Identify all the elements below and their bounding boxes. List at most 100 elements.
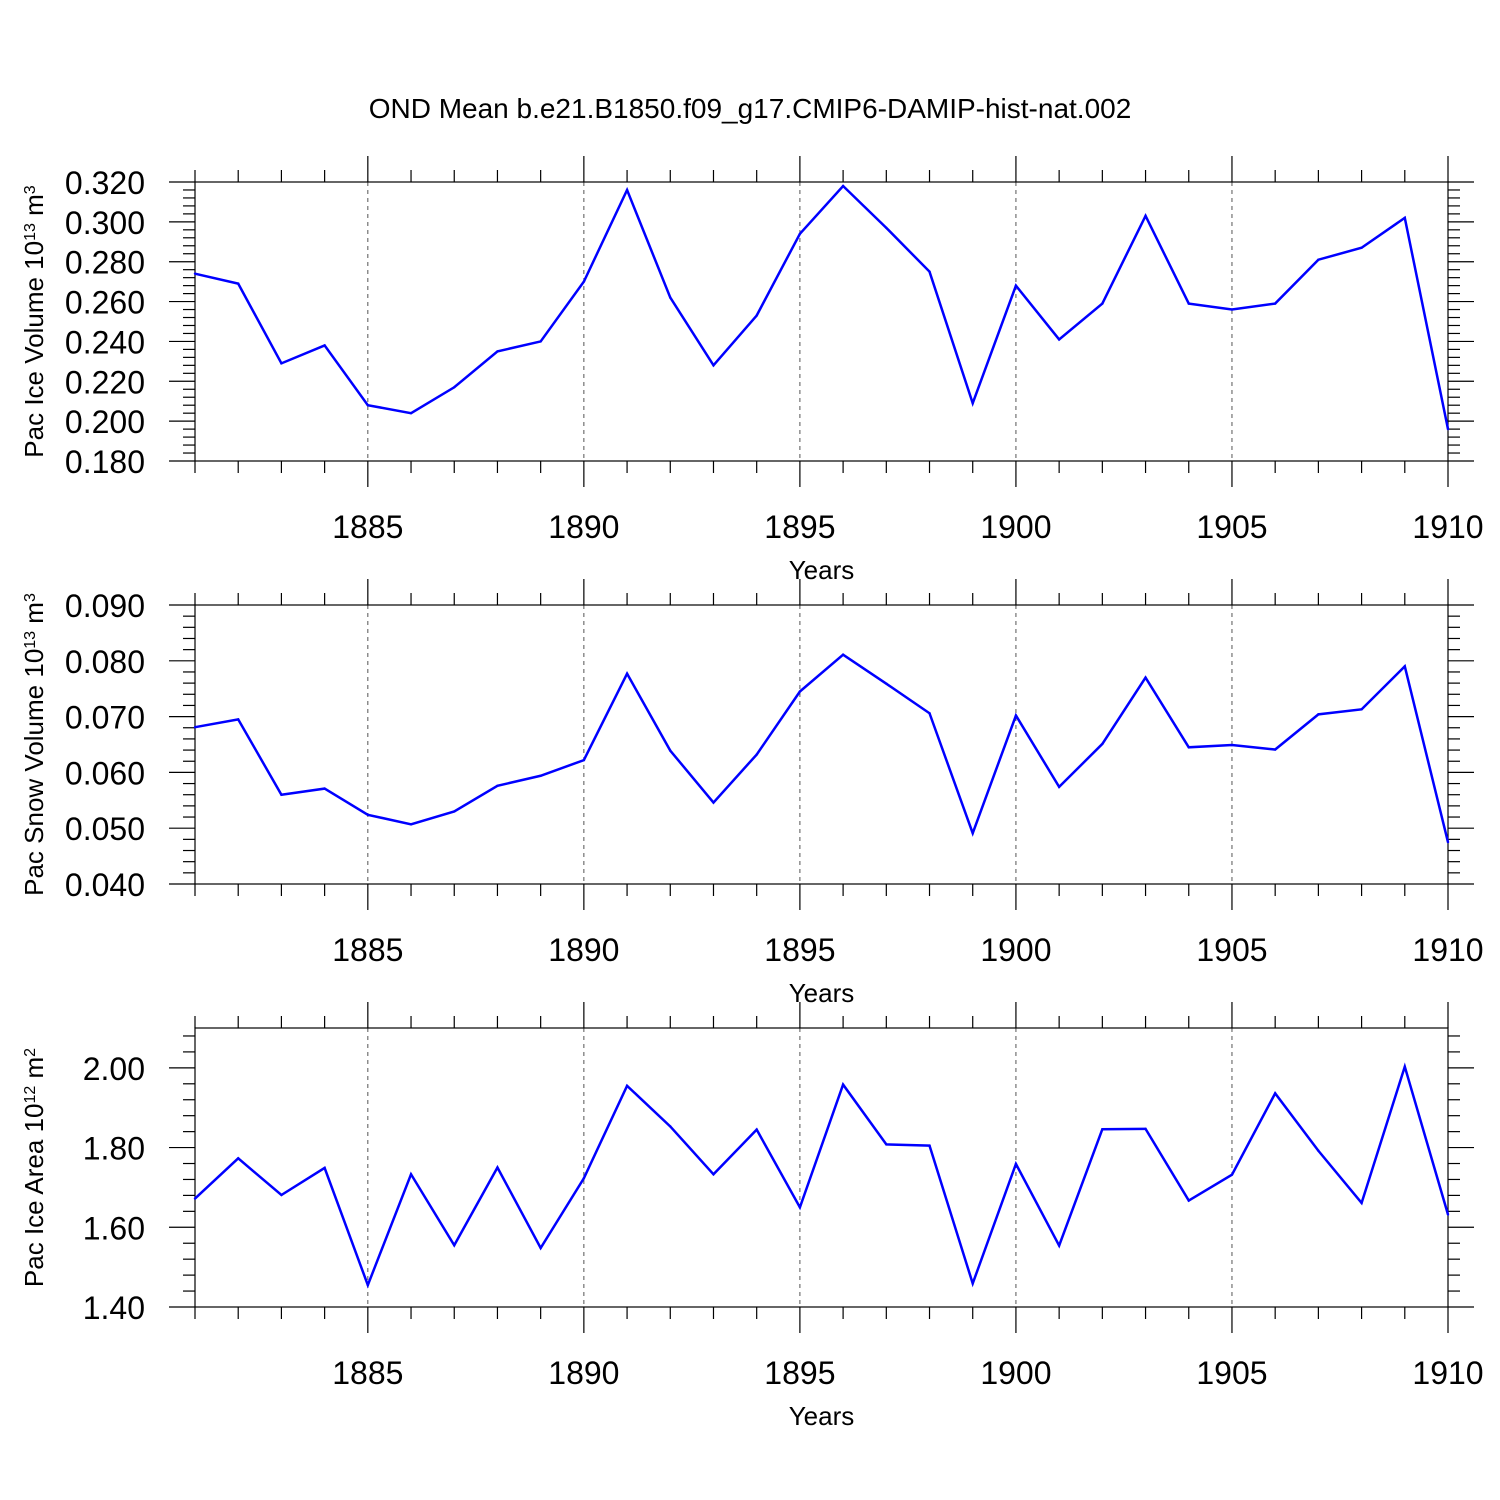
plot-frame [194,181,1449,462]
plot-frame [194,604,1449,885]
data-point [928,712,931,715]
y-axis-label-part: 3 [22,593,39,602]
x-tick-label: 1885 [332,509,403,545]
data-point [237,1157,240,1160]
data-point [1230,1173,1234,1176]
data-point [1187,746,1190,749]
x-tick-label: 1900 [980,932,1051,968]
data-point [582,758,586,762]
data-point [1014,714,1018,717]
y-axis-label-part: m [19,1057,49,1086]
x-tick-label: 1910 [1412,509,1483,545]
x-tick-label: 1910 [1412,932,1483,968]
data-point [798,232,802,236]
data-point [1057,338,1061,341]
y-axis-label: Pac Snow Volume 1013 m3 [19,593,49,896]
data-point [841,1083,845,1086]
y-tick-label: 0.070 [65,700,145,736]
y-tick-label: 0.280 [65,245,145,281]
data-point [1360,246,1363,249]
data-point [885,226,888,230]
data-point [1403,665,1406,668]
data-point [496,784,499,787]
data-point [453,1244,456,1247]
data-point [625,188,629,192]
y-tick-label: 0.090 [65,588,145,624]
data-point [885,682,888,685]
y-tick-label: 0.180 [65,444,145,480]
y-axis-label-part: Pac Ice Volume 10 [19,241,49,458]
x-tick-label: 1900 [980,1355,1051,1391]
x-tick-label: 1895 [764,1355,835,1391]
y-axis-label-part: Pac Snow Volume 10 [19,649,49,896]
data-point [1057,1244,1061,1247]
x-tick-label: 1890 [548,932,619,968]
chart-panel-1: 1885 1890 1895 1900 1905 1910 Years 0.180 0.200 0… [19,156,1484,585]
data-point [539,1246,542,1250]
data-point [841,653,845,656]
data-point [496,1166,499,1169]
data-point [453,810,456,813]
series-line [194,653,1450,843]
y-tick-label: 0.080 [65,644,145,680]
x-tick-label: 1895 [764,509,835,545]
data-point [755,753,758,756]
y-tick-label: 2.00 [83,1051,145,1087]
data-point [755,314,758,317]
y-tick-label: 0.200 [65,404,145,440]
x-tick-label: 1890 [548,1355,619,1391]
data-point [712,364,715,367]
data-point [193,272,197,275]
data-point [1273,748,1277,751]
data-point [1273,302,1277,305]
data-point [323,787,326,790]
y-tick-label: 0.050 [65,811,145,847]
y-axis-label-part: 13 [22,223,39,241]
y-tick-label: 0.060 [65,755,145,791]
data-point [1403,1065,1406,1068]
data-point [409,1173,413,1176]
data-point [625,1084,629,1087]
data-point [971,402,974,405]
data-point [971,832,974,835]
x-tick-label: 1885 [332,932,403,968]
data-point [1273,1092,1277,1095]
y-tick-label: 0.040 [65,867,145,903]
y-axis-label-part: 3 [22,185,39,194]
data-point [280,1193,283,1197]
data-point [582,280,586,283]
data-point [712,1173,715,1176]
data-point [366,1283,370,1287]
data-point [1014,1162,1018,1166]
data-point [409,411,413,415]
x-tick-label: 1895 [764,932,835,968]
data-point [971,1282,974,1285]
data-point [1317,713,1320,716]
y-tick-label: 0.260 [65,285,145,321]
data-point [237,282,240,285]
y-tick-label: 0.300 [65,205,145,241]
data-point [496,350,499,353]
x-tick-label: 1900 [980,509,1051,545]
data-point [1101,1128,1104,1131]
data-point [755,1128,758,1131]
x-tick-label: 1905 [1196,1355,1267,1391]
data-point [582,1177,586,1180]
data-point [841,184,845,188]
data-point [1446,840,1450,844]
x-tick-label: 1905 [1196,509,1267,545]
y-tick-label: 0.240 [65,324,145,360]
data-point [1101,742,1104,746]
data-point [193,1197,197,1200]
data-point [1446,1213,1450,1216]
data-point [1187,302,1190,305]
data-point [280,793,283,796]
y-axis-label-part: 12 [22,1086,39,1104]
chart-panels: 1885 1890 1895 1900 1905 1910 Years 0.180 0.200 0… [19,156,1484,1431]
y-axis-label-part: 2 [22,1048,39,1057]
data-point [1317,258,1320,261]
data-point [1360,708,1363,711]
y-tick-label: 0.220 [65,364,145,400]
y-tick-label: 0.320 [65,165,145,201]
